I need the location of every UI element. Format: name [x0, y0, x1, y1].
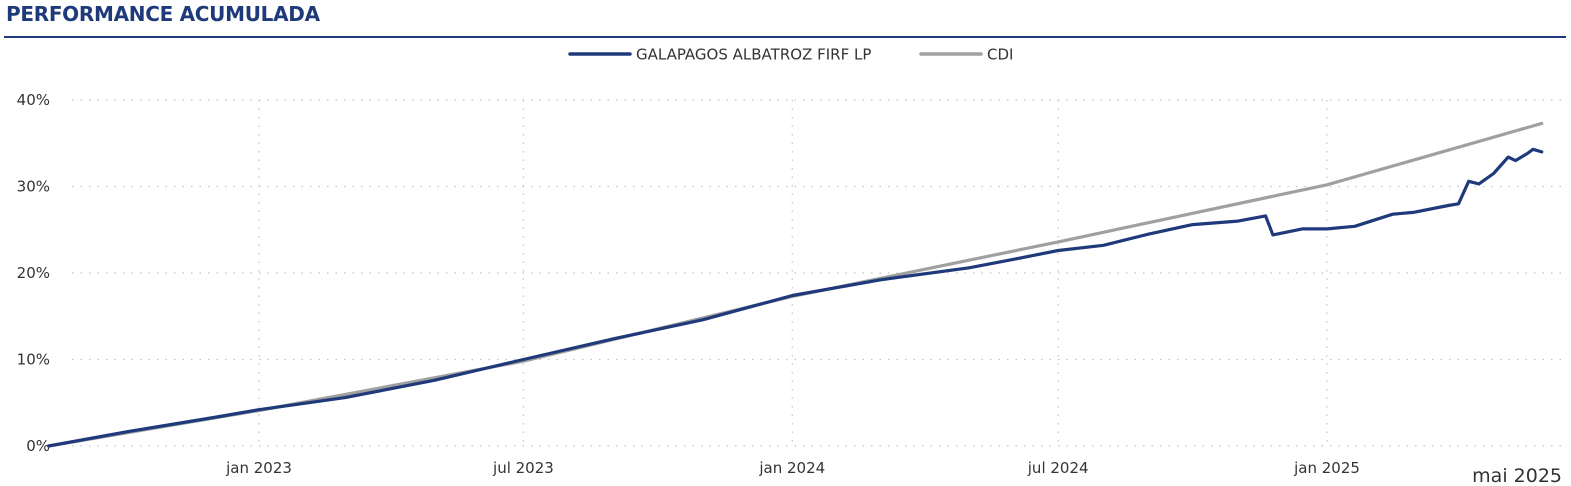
y-axis-ticks: 0% 10% 20% 30% 40% [17, 91, 50, 455]
legend-label: CDI [987, 46, 1013, 64]
y-tick-label: 30% [17, 178, 50, 196]
y-tick-label: 20% [17, 264, 50, 282]
x-tick-label: jan 2025 [1293, 459, 1360, 477]
page-title: PERFORMANCE ACUMULADA [6, 2, 320, 26]
y-tick-label: 0% [26, 437, 50, 455]
legend-label: GALAPAGOS ALBATROZ FIRF LP [636, 46, 871, 64]
x-axis-ticks: jan 2023 jul 2023 jan 2024 jul 2024 jan 2025… [225, 459, 1562, 486]
title-divider [4, 36, 1566, 38]
y-tick-label: 40% [17, 91, 50, 109]
series-line-cdi [47, 121, 1544, 448]
x-tick-label: jul 2024 [1027, 459, 1089, 477]
x-tick-label: jan 2024 [758, 459, 825, 477]
x-tick-label: jul 2023 [492, 459, 554, 477]
series-line-fund [47, 147, 1544, 448]
x-end-label: mai 2025 [1472, 465, 1562, 486]
y-tick-label: 10% [17, 351, 50, 369]
chart-grid [72, 99, 1562, 447]
x-tick-label: jan 2023 [225, 459, 292, 477]
chart-legend: GALAPAGOS ALBATROZ FIRF LP CDI [568, 46, 1013, 64]
series-lines [47, 121, 1544, 448]
